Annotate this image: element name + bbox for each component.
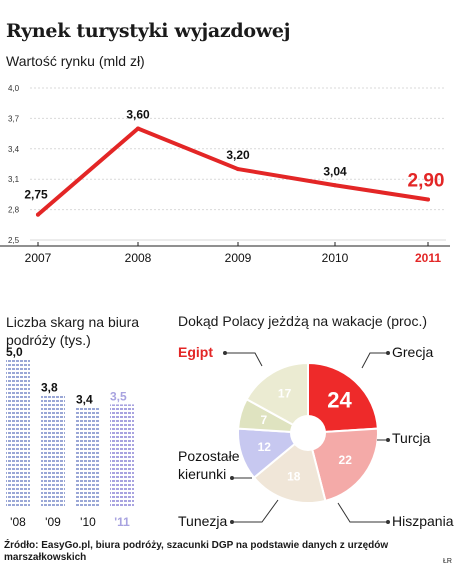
- data-point: [426, 197, 430, 202]
- bar-category-label: '09: [45, 515, 61, 529]
- author-credit: ŁR: [443, 558, 452, 565]
- data-point: [136, 126, 140, 131]
- leader-line: [232, 499, 279, 523]
- y-tick-label: 3,7: [8, 114, 20, 123]
- pie-chart: 24 22 18 12 7 17 Egipt Grecja Turcja Hiszpania Tun…: [178, 344, 454, 529]
- slice-value-label: 7: [260, 413, 267, 427]
- x-tick-label: 2011: [415, 251, 441, 265]
- leader-dot: [230, 520, 234, 524]
- chart-title: Rynek turystyki wyjazdowej: [6, 20, 291, 42]
- bar-chart-title: Liczba skarg na biura podróży (tys.): [6, 314, 140, 348]
- bar-chart: 5,0 '08 3,8 '09 3,4 '10 3,5 '11: [6, 345, 134, 529]
- bar: [110, 404, 134, 508]
- source-note: Źródło: EasyGo.pl, biura podróży, szacun…: [4, 540, 389, 563]
- x-tick-label: 2008: [125, 251, 152, 265]
- leader-line: [225, 352, 263, 367]
- data-label: 2,90: [408, 170, 445, 191]
- leader-dot: [386, 520, 390, 524]
- slice-category-label: Hiszpania: [392, 513, 454, 529]
- bar-category-label: '08: [10, 515, 26, 529]
- bar-value-label: 5,0: [6, 345, 23, 359]
- y-tick-label: 3,1: [8, 175, 20, 184]
- slice-category-label: Turcja: [392, 430, 431, 446]
- slice-category-label: Grecja: [392, 344, 433, 360]
- leader-line: [361, 352, 388, 369]
- y-tick-label: 3,4: [8, 145, 20, 154]
- donut-hole: [290, 415, 326, 451]
- data-point: [36, 212, 40, 217]
- slice-value-label: 24: [327, 387, 352, 412]
- slice-category-label: Tunezja: [178, 513, 228, 529]
- line-chart-subtitle: Wartość rynku (mld zł): [6, 53, 145, 69]
- y-tick-label: 2,5: [8, 236, 20, 245]
- x-tick-label: 2009: [225, 251, 252, 265]
- leader-dot: [223, 351, 227, 355]
- slice-value-label: 17: [278, 386, 292, 400]
- data-point: [333, 183, 337, 188]
- bar-value-label: 3,8: [41, 381, 58, 395]
- bar-value-label: 3,4: [76, 392, 93, 406]
- leader-dot: [386, 438, 390, 442]
- leader-line: [337, 502, 388, 523]
- y-tick-label: 4,0: [8, 84, 20, 93]
- slice-category-label: kierunki: [178, 466, 226, 482]
- bar-category-label: '11: [114, 515, 130, 529]
- pie-slice: [307, 361, 379, 435]
- data-point: [236, 167, 240, 172]
- data-label: 3,60: [126, 108, 150, 122]
- bar: [41, 395, 65, 508]
- slice-category-label: Pozostałe: [178, 448, 240, 464]
- slice-value-label: 22: [339, 453, 353, 467]
- x-tick-label: 2007: [25, 251, 52, 265]
- line-chart: 4,0 3,7 3,4 3,1 2,8 2,5 2007 2008 2009 2010 2011 2,…: [0, 84, 450, 265]
- slice-value-label: 18: [287, 470, 301, 484]
- data-label: 3,04: [323, 164, 347, 178]
- pie-slice: [306, 427, 379, 503]
- x-tick-label: 2010: [322, 251, 349, 265]
- slice-value-label: 12: [258, 440, 272, 454]
- y-tick-label: 2,8: [8, 206, 20, 215]
- bar: [6, 360, 30, 508]
- leader-dot: [230, 476, 234, 480]
- leader-dot: [386, 351, 390, 355]
- bar-value-label: 3,5: [110, 389, 127, 403]
- pie-slice: [245, 361, 309, 435]
- bar: [76, 407, 100, 508]
- bar-category-label: '10: [80, 515, 96, 529]
- data-label: 3,20: [226, 148, 250, 162]
- slice-category-label: Egipt: [178, 344, 213, 360]
- pie-chart-title: Dokąd Polacy jeżdżą na wakacje (proc.): [178, 313, 428, 329]
- data-label: 2,75: [24, 188, 48, 202]
